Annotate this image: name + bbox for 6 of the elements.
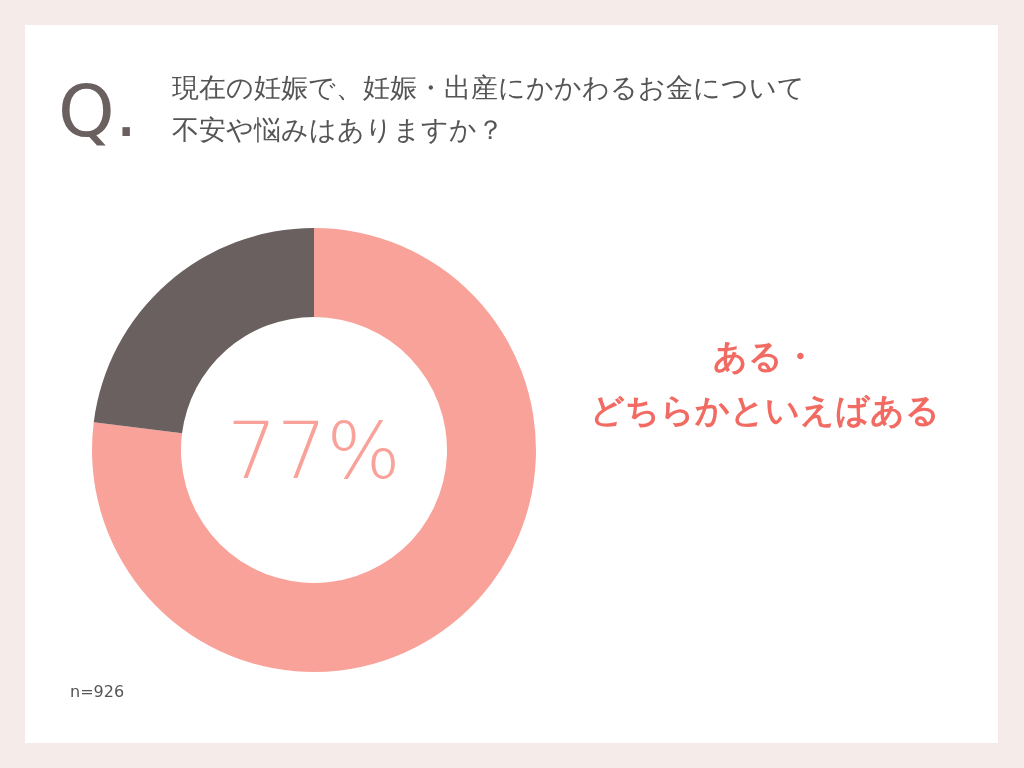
data-label: 77%	[227, 406, 401, 496]
text: n=926	[70, 682, 125, 701]
text: Q.	[58, 69, 138, 153]
slice-label: ある・どちらかといえばある	[590, 336, 940, 430]
donut-slice	[92, 228, 536, 672]
chart-title: 現在の妊娠で、妊娠・出産にかかわるお金について不安や悩みはありますか？	[172, 72, 805, 145]
